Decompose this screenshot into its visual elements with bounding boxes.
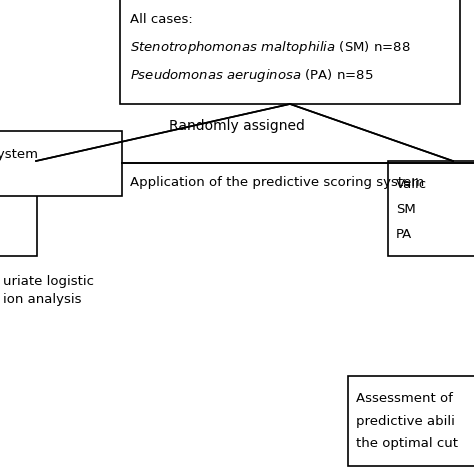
- FancyBboxPatch shape: [120, 0, 460, 104]
- FancyBboxPatch shape: [0, 131, 122, 196]
- Text: PA: PA: [396, 228, 412, 240]
- FancyBboxPatch shape: [388, 161, 474, 256]
- Text: ion analysis: ion analysis: [3, 292, 82, 306]
- Text: predictive abili: predictive abili: [356, 414, 455, 428]
- FancyBboxPatch shape: [348, 376, 474, 466]
- Text: SM: SM: [396, 202, 416, 216]
- Text: Assessment of: Assessment of: [356, 392, 453, 404]
- Text: Valic: Valic: [396, 177, 427, 191]
- Text: Randomly assigned: Randomly assigned: [169, 119, 305, 133]
- Text: All cases:: All cases:: [130, 12, 193, 26]
- Text: uriate logistic: uriate logistic: [3, 274, 94, 288]
- Text: system: system: [0, 147, 38, 161]
- FancyBboxPatch shape: [0, 161, 37, 256]
- Text: $\it{Pseudomonas\ aeruginosa}$ (PA) n=85: $\it{Pseudomonas\ aeruginosa}$ (PA) n=85: [130, 66, 374, 83]
- Text: the optimal cut: the optimal cut: [356, 438, 458, 450]
- Text: Application of the predictive scoring system: Application of the predictive scoring sy…: [130, 175, 424, 189]
- Text: $\it{Stenotrophomonas\ maltophilia}$ (SM) n=88: $\it{Stenotrophomonas\ maltophilia}$ (SM…: [130, 38, 410, 55]
